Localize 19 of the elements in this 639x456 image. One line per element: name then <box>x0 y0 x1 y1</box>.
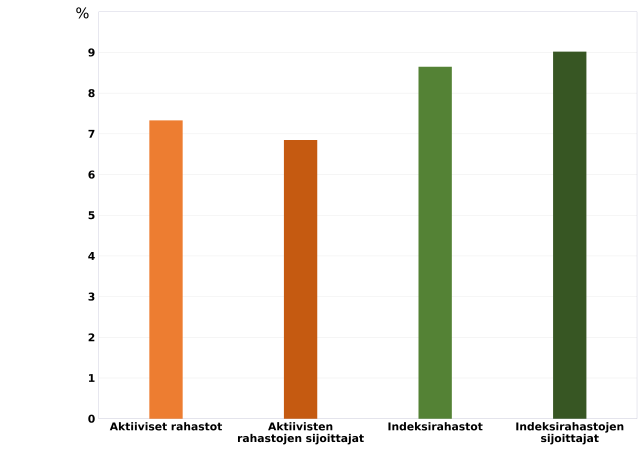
x-tick-label: Indeksirahastot <box>388 422 483 430</box>
y-tick-label: 9 <box>88 48 95 57</box>
bar <box>553 52 586 419</box>
y-tick-label: 2 <box>88 333 94 342</box>
y-tick-label: 4 <box>88 252 95 260</box>
y-tick-label: 7 <box>88 130 94 138</box>
y-tick-label: 8 <box>88 89 95 98</box>
y-tick-label: 0 <box>88 414 95 423</box>
y-axis-title: % <box>76 7 89 18</box>
bar <box>418 66 452 419</box>
bar <box>149 120 183 419</box>
bar <box>284 140 318 419</box>
x-tick-label: Aktiivisten rahastojen sijoittajat <box>238 422 364 444</box>
y-tick-label: 1 <box>88 374 95 382</box>
y-tick-label: 6 <box>88 170 95 179</box>
x-tick-label: Aktiiviset rahastot <box>110 422 222 430</box>
y-tick-label: 5 <box>88 211 95 220</box>
y-tick-label: 3 <box>88 292 94 301</box>
x-tick-label: Indeksirahastojen sijoittajat <box>516 422 624 444</box>
